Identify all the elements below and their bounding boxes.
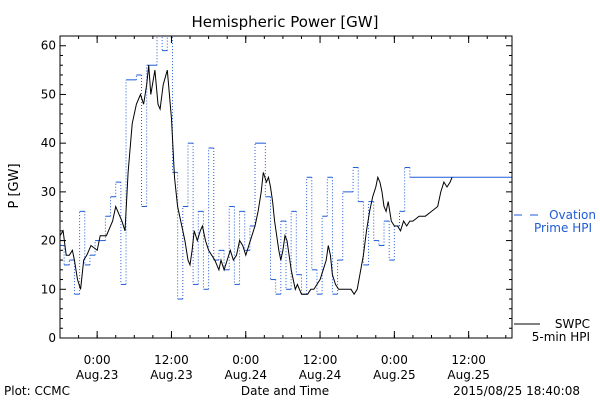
y-tick-label: 60 [41, 39, 56, 53]
x-tick-label-date: Aug.23 [76, 368, 119, 382]
swpc-line [60, 65, 453, 296]
legend-ovation: Ovation Prime HPI [514, 208, 596, 235]
x-tick-label-date: Aug.24 [299, 368, 342, 382]
y-tick-label: 50 [41, 87, 56, 101]
y-tick-label: 10 [41, 282, 56, 296]
x-axis-label: Date and Time [241, 384, 329, 398]
legend-swpc-label-1: SWPC [555, 317, 590, 331]
plot-credit: Plot: CCMC [4, 384, 70, 398]
x-tick-label-time: 0:00 [232, 353, 259, 367]
legend-swpc: SWPC 5-min HPI [514, 317, 590, 344]
plot-frame [59, 35, 513, 339]
x-tick-label-date: Aug.25 [447, 368, 490, 382]
y-axis-label: P [GW] [7, 163, 22, 208]
ovation-series [60, 36, 512, 300]
y-tick-label: 40 [41, 136, 56, 150]
y-tick-label: 30 [41, 185, 56, 199]
swpc-series [60, 65, 453, 296]
legend-ovation-label-1: Ovation [549, 208, 596, 222]
x-tick-label-time: 12:00 [303, 353, 338, 367]
axis-ticks: 01020304050600:00Aug.2312:00Aug.230:00Au… [41, 35, 512, 382]
y-tick-label: 20 [41, 234, 56, 248]
x-tick-label-date: Aug.23 [150, 368, 193, 382]
legend-ovation-label-2: Prime HPI [534, 221, 592, 235]
x-tick-label-time: 12:00 [154, 353, 189, 367]
plot-timestamp: 2015/08/25 18:40:08 [453, 384, 580, 398]
y-tick-label: 0 [48, 331, 56, 345]
x-tick-label-date: Aug.25 [373, 368, 416, 382]
legend-swpc-label-2: 5-min HPI [532, 330, 590, 344]
chart-title: Hemispheric Power [GW] [192, 13, 379, 31]
x-tick-label-time: 12:00 [451, 353, 486, 367]
x-tick-label-date: Aug.24 [224, 368, 267, 382]
x-tick-label-time: 0:00 [381, 353, 408, 367]
x-tick-label-time: 0:00 [84, 353, 111, 367]
